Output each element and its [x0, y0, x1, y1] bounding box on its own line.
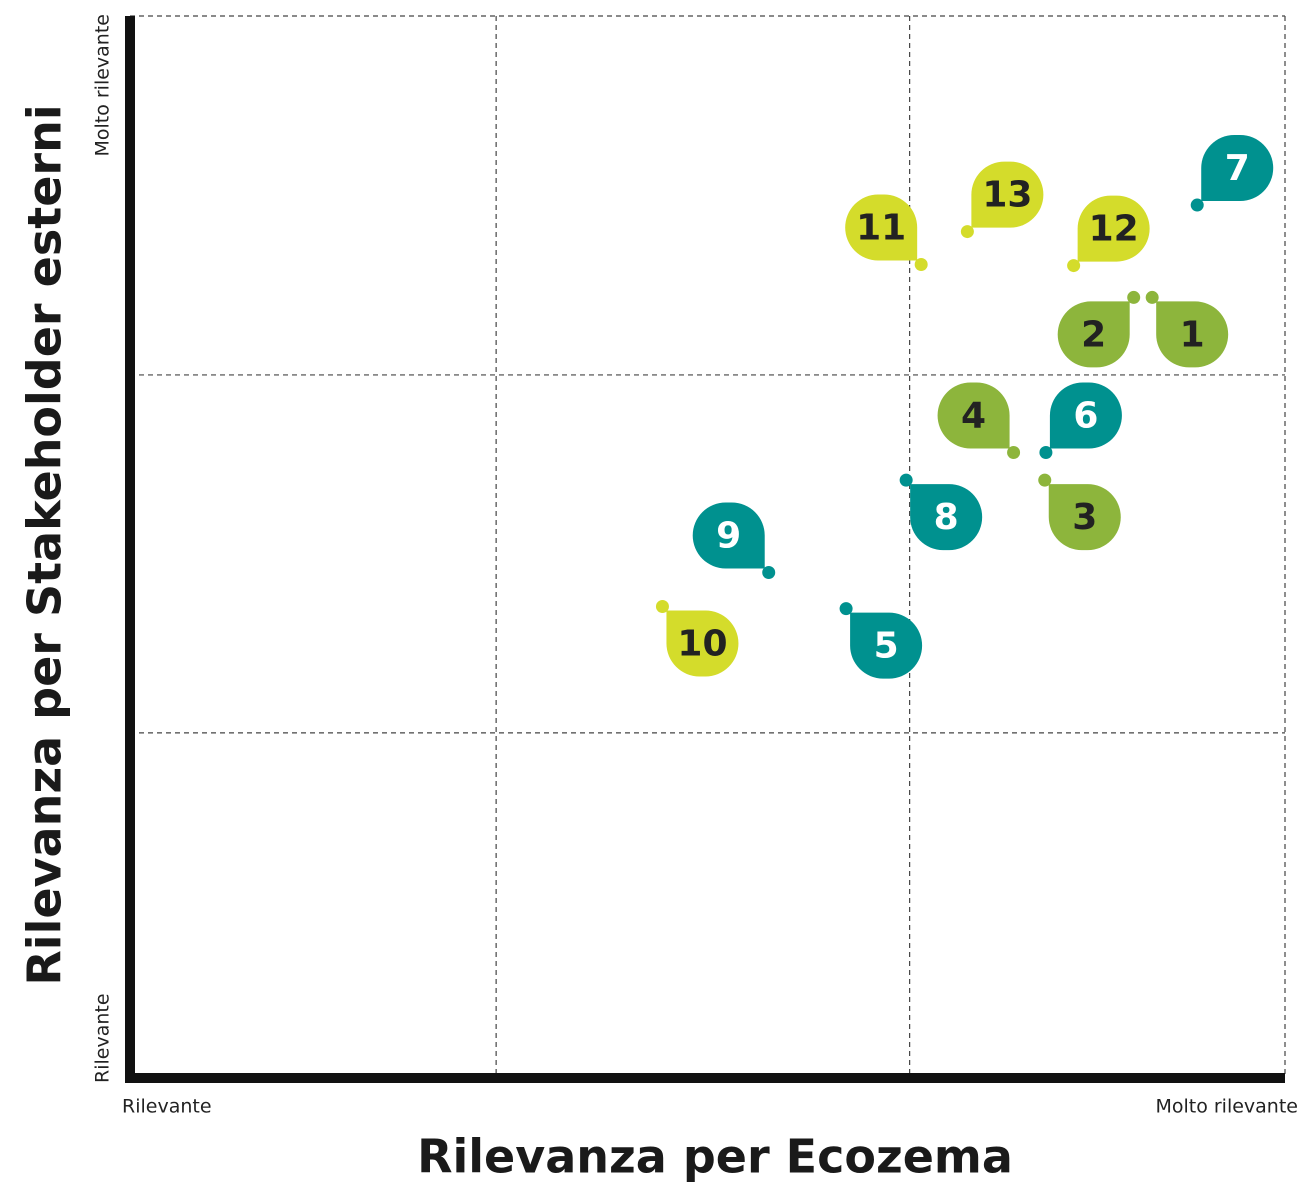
point: 9 — [692, 502, 776, 579]
point-label: 4 — [961, 395, 986, 436]
point-label: 3 — [1072, 497, 1097, 538]
dot — [1127, 290, 1141, 304]
bubble — [971, 161, 1044, 228]
point-label: 10 — [677, 623, 727, 664]
point: 6 — [1039, 382, 1122, 459]
bubble — [1156, 301, 1229, 368]
dot — [899, 473, 913, 487]
bubble — [1049, 382, 1122, 449]
x-tick-label: Molto rilevante — [1155, 1096, 1298, 1118]
bubble — [666, 610, 739, 677]
y-axis-title: Rilevanza per Stakeholder esterni — [18, 104, 72, 985]
y-tick-label: Rilevante — [92, 993, 114, 1083]
dot — [1039, 445, 1053, 459]
dot — [1145, 290, 1159, 304]
dot — [839, 602, 853, 616]
point-label: 1 — [1180, 314, 1205, 355]
bubble — [1057, 301, 1130, 368]
bubble — [1077, 195, 1150, 262]
point: 2 — [1057, 290, 1141, 368]
bubble — [845, 194, 918, 261]
point-label: 7 — [1225, 148, 1250, 189]
point: 8 — [899, 473, 983, 551]
point-label: 8 — [934, 497, 959, 538]
dot — [655, 599, 669, 613]
point: 13 — [960, 161, 1044, 239]
bubble — [1201, 135, 1274, 202]
point-label: 9 — [716, 515, 741, 556]
dot — [1190, 198, 1204, 212]
point-label: 12 — [1089, 209, 1139, 250]
bubble — [910, 484, 983, 551]
point: 4 — [937, 382, 1021, 459]
bubble — [692, 502, 765, 569]
point-label: 11 — [856, 208, 906, 249]
dot — [1038, 473, 1052, 487]
bubble — [937, 382, 1010, 449]
point-label: 5 — [874, 626, 899, 667]
dot — [1007, 445, 1021, 459]
point-label: 6 — [1073, 395, 1098, 436]
x-axis-title: Rilevanza per Ecozema — [417, 1130, 1013, 1184]
point-label: 2 — [1081, 314, 1106, 355]
point: 11 — [845, 194, 928, 272]
point: 3 — [1038, 473, 1121, 551]
y-tick-label: Molto rilevante — [92, 14, 114, 157]
dot — [960, 225, 974, 239]
dot — [762, 565, 776, 579]
point: 12 — [1067, 195, 1150, 273]
x-tick-label: Rilevante — [122, 1096, 212, 1118]
bubble — [1048, 484, 1121, 551]
point: 7 — [1190, 135, 1274, 212]
dot — [914, 258, 928, 272]
dot — [1067, 259, 1081, 273]
bubble — [850, 612, 923, 679]
point: 5 — [839, 602, 923, 679]
point-label: 13 — [982, 175, 1032, 216]
point: 10 — [655, 599, 739, 677]
point: 1 — [1145, 290, 1229, 368]
